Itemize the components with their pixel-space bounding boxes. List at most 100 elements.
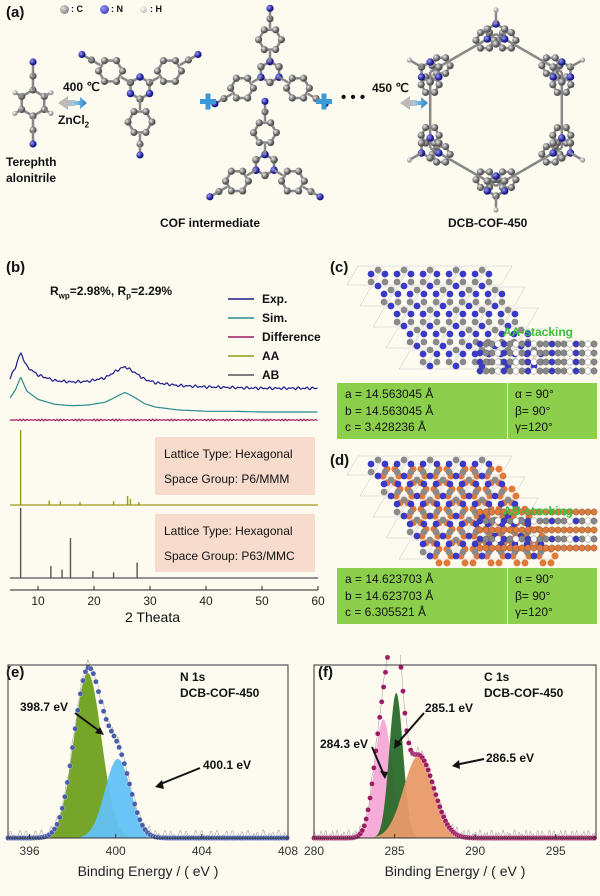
side-view-atom: [500, 544, 508, 552]
side-view-atom: [506, 367, 514, 375]
framework-atom: [459, 500, 467, 508]
framework-atom: [413, 286, 421, 294]
x-axis-label: Binding Energy / ( eV ): [385, 863, 526, 879]
framework-atom: [498, 330, 506, 338]
framework-atom: [380, 488, 388, 496]
carbon-atom: [567, 131, 575, 139]
framework-atom: [504, 306, 512, 314]
annotation-arrow: [74, 712, 103, 734]
framework-atom: [530, 552, 538, 560]
side-view-atom: [530, 517, 538, 525]
carbon-atom: [171, 57, 180, 65]
framework-atom: [400, 496, 408, 504]
framework-atom: [419, 500, 427, 508]
framework-atom: [511, 318, 519, 326]
cell-grid: [424, 349, 461, 370]
framework-atom: [510, 330, 518, 338]
fit-envelope-point: [137, 816, 143, 823]
framework-atom: [485, 310, 493, 318]
framework-atom: [433, 500, 441, 508]
side-view-atom: [554, 526, 562, 534]
framework-atom: [406, 298, 414, 306]
framework-atom: [439, 532, 447, 540]
ab-param-alpha: α = 90°: [515, 572, 554, 586]
carbon-atom: [227, 187, 235, 195]
cell-grid: [346, 265, 383, 286]
carbon-atom: [177, 67, 186, 75]
side-view-atom: [476, 517, 484, 525]
framework-atom: [471, 508, 479, 516]
framework-atom: [471, 278, 479, 286]
aa-param-b: b = 14.563045 Å: [345, 404, 434, 418]
rwp-symbol: R: [50, 284, 59, 298]
side-view-atom: [584, 340, 592, 348]
side-view-atom: [488, 340, 496, 348]
continuation-dots: • • •: [341, 89, 366, 106]
carbon-atom: [476, 28, 485, 37]
annotation-arrow: [157, 767, 201, 786]
xps-n1s-sample: DCB-COF-450: [180, 686, 260, 700]
param-divider: [507, 383, 508, 439]
side-view-atom: [524, 367, 532, 375]
x-tick-label: 408: [278, 844, 298, 858]
framework-atom: [458, 520, 466, 528]
framework-atom: [394, 480, 402, 488]
nitrogen-atom: [549, 73, 557, 81]
framework-atom: [407, 310, 415, 318]
framework-atom: [367, 468, 375, 476]
carbon-atom: [542, 54, 550, 62]
carbon-atom: [507, 183, 516, 192]
fit-envelope-point: [378, 699, 385, 705]
cell-grid: [398, 349, 435, 370]
carbon-atom: [282, 84, 291, 92]
fit-envelope-point: [116, 744, 122, 751]
side-view-atom: [566, 349, 574, 357]
carbon-atom: [112, 77, 121, 85]
framework-atom: [446, 480, 454, 488]
carbon-atom: [300, 177, 308, 185]
side-view-atom: [560, 544, 568, 552]
carbon-atom: [227, 84, 235, 92]
framework-atom: [452, 322, 460, 330]
framework-atom: [432, 480, 440, 488]
framework-atom: [420, 338, 428, 346]
x-tick-label: 404: [192, 844, 212, 858]
framework-atom: [459, 350, 467, 358]
carbon-atom: [272, 129, 280, 137]
framework-atom: [433, 540, 441, 548]
side-view-atom: [518, 358, 526, 366]
side-view-atom: [548, 340, 556, 348]
framework-atom: [439, 516, 447, 524]
cell-grid: [515, 328, 552, 349]
carbon-atom: [288, 74, 296, 82]
framework-atom: [497, 500, 505, 508]
fit-envelope-point: [402, 710, 408, 716]
framework-atom: [419, 270, 427, 278]
framework-atom: [433, 460, 441, 468]
carbon-atom: [300, 74, 308, 82]
hydrogen-atom: [48, 110, 54, 116]
aa-lattice-type: Lattice Type: Hexagonal: [164, 447, 293, 461]
ab-layer-atom: [512, 492, 520, 500]
carbon-atom: [485, 168, 494, 176]
framework-atom: [439, 302, 447, 310]
nitrogen-atom: [558, 134, 566, 142]
side-view-atom: [530, 544, 538, 552]
side-view-atom: [476, 508, 484, 516]
side-view-atom: [560, 526, 568, 534]
framework-atom: [445, 318, 453, 326]
carbon-atom: [435, 81, 443, 89]
plot-frame: [7, 664, 289, 839]
arrowhead-icon: [380, 771, 388, 779]
ab-layer-atom: [547, 559, 555, 567]
side-view-atom: [584, 367, 592, 375]
framework-atom: [459, 270, 467, 278]
framework-atom: [439, 342, 447, 350]
fit-envelope-point: [64, 779, 71, 786]
side-view-atom: [500, 358, 508, 366]
framework-atom: [393, 318, 401, 326]
side-view-atom: [566, 517, 574, 525]
framework-atom: [491, 286, 499, 294]
side-view-atom: [494, 535, 502, 543]
side-view-atom: [506, 544, 514, 552]
